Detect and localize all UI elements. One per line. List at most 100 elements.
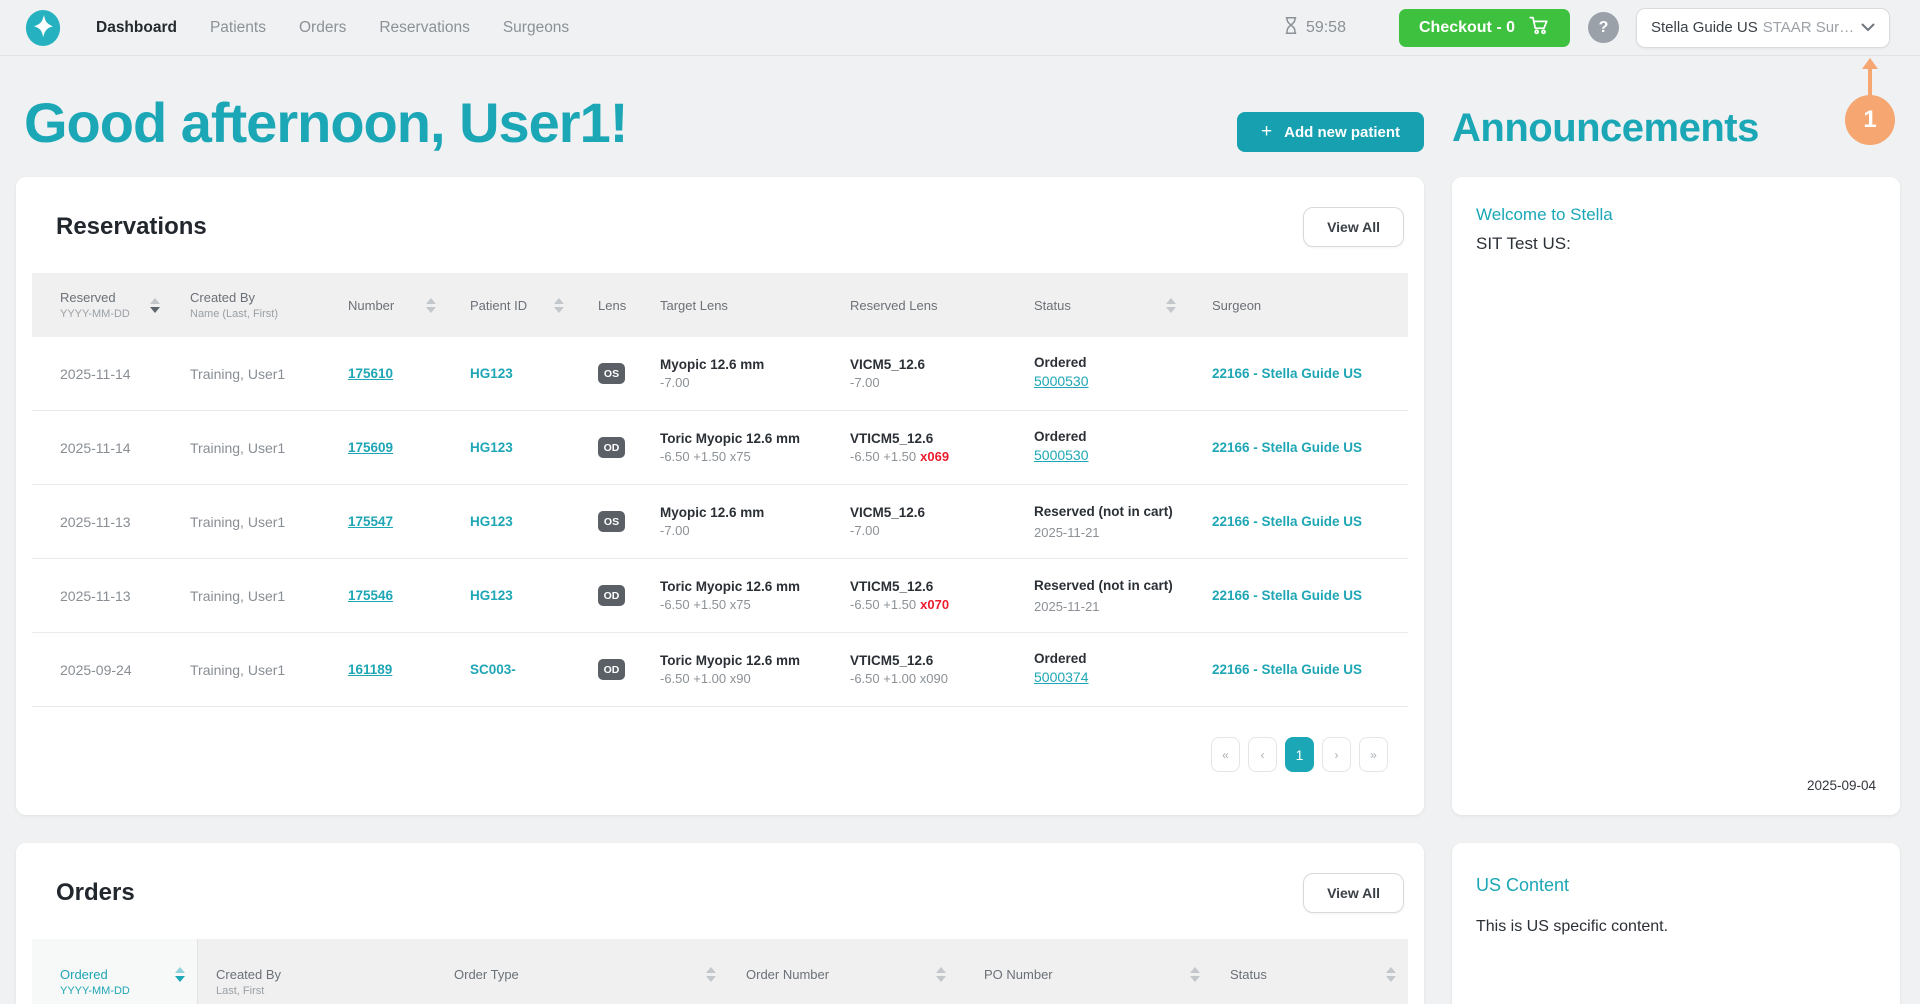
announcement-item-title[interactable]: Welcome to Stella (1476, 205, 1613, 224)
us-content-body: This is US specific content. (1476, 918, 1669, 935)
pagination-last-button[interactable]: » (1359, 737, 1388, 772)
reservations-table-header: Reserved YYYY-MM-DD Created By Name (Last,… (32, 273, 1408, 337)
orders-card: Orders View All Ordered YYYY-MM-DD Create… (16, 843, 1424, 1004)
target-lens-name: Toric Myopic 12.6 mm (660, 653, 801, 668)
sort-icon-reserved[interactable] (150, 297, 160, 313)
surgeon-link[interactable]: 22166 - Stella Guide US (1212, 440, 1363, 455)
checkout-button[interactable]: Checkout - 0 (1398, 8, 1570, 47)
reserved-date: 2025-11-13 (60, 587, 131, 604)
add-new-patient-button[interactable]: + Add new patient (1237, 112, 1424, 152)
orders-view-all-button[interactable]: View All (1303, 873, 1404, 913)
target-lens-detail: -7.00 (660, 523, 690, 538)
target-lens-name: Myopic 12.6 mm (660, 505, 765, 520)
reservation-row: 2025-11-14 Training, User1 175610 HG123 … (32, 337, 1408, 411)
status-label: Ordered (1034, 651, 1087, 666)
patient-id-link[interactable]: HG123 (470, 514, 513, 529)
created-by: Training, User1 (190, 365, 286, 382)
nav-surgeons[interactable]: Surgeons (502, 18, 570, 36)
announcement-date: 2025-09-04 (1806, 778, 1876, 793)
reservation-row: 2025-11-13 Training, User1 175546 HG123 … (32, 559, 1408, 633)
patient-id-link[interactable]: HG123 (470, 440, 513, 455)
tutorial-step-badge[interactable]: 1 (1845, 95, 1895, 145)
order-number-link[interactable]: 5000530 (1034, 447, 1089, 463)
surgeon-link[interactable]: 22166 - Stella Guide US (1212, 366, 1363, 381)
reservations-card: Reservations View All Reserved YYYY-MM-DD… (16, 177, 1424, 815)
sort-icon-patient-id[interactable] (554, 297, 564, 313)
pagination-first-button[interactable]: « (1211, 737, 1240, 772)
reservation-row: 2025-11-14 Training, User1 175609 HG123 … (32, 411, 1408, 485)
patient-id-link[interactable]: HG123 (470, 366, 513, 381)
status-date: 2025-11-21 (1034, 598, 1100, 614)
reservation-row: 2025-11-13 Training, User1 175547 HG123 … (32, 485, 1408, 559)
reservation-number-link[interactable]: 175609 (348, 440, 394, 455)
nav-dashboard[interactable]: Dashboard (96, 18, 177, 36)
us-content-title[interactable]: US Content (1476, 875, 1570, 895)
timer-value: 59:58 (1305, 18, 1346, 36)
account-org: STAAR Surgi... (1762, 19, 1856, 36)
nav-orders[interactable]: Orders (298, 18, 347, 36)
help-button[interactable]: ? (1588, 12, 1619, 43)
checkout-label: Checkout - 0 (1418, 18, 1515, 36)
reservation-number-link[interactable]: 175610 (348, 366, 394, 381)
staar-logo-icon[interactable] (24, 9, 62, 47)
chevron-down-icon (1861, 23, 1875, 32)
lens-eye-badge: OS (598, 511, 625, 532)
surgeon-link[interactable]: 22166 - Stella Guide US (1212, 588, 1363, 603)
announcement-item-body: SIT Test US: (1476, 234, 1571, 253)
status-label: Reserved (not in cart) (1034, 503, 1173, 519)
main-nav: Dashboard Patients Orders Reservations S… (96, 19, 569, 37)
reserved-lens-name: VICM5_12.6 (850, 505, 926, 520)
orders-title: Orders (56, 879, 135, 906)
announcements-title: Announcements (1452, 106, 1759, 150)
sort-icon-orders-status[interactable] (1386, 967, 1396, 982)
target-lens-name: Toric Myopic 12.6 mm (660, 579, 801, 594)
status-date: 2025-11-21 (1034, 524, 1100, 540)
nav-patients[interactable]: Patients (209, 18, 266, 36)
pagination-page-1-button[interactable]: 1 (1285, 737, 1314, 772)
patient-id-link[interactable]: HG123 (470, 588, 513, 603)
reserved-lens-name: VTICM5_12.6 (850, 653, 934, 668)
us-content-card: US Content This is US specific content. (1452, 843, 1900, 1004)
status-label: Reserved (not in cart) (1034, 577, 1173, 593)
account-selector[interactable]: Stella Guide US STAAR Surgi... (1636, 7, 1890, 48)
reservations-title: Reservations (56, 213, 207, 240)
reserved-date: 2025-11-13 (60, 513, 131, 530)
sort-icon-status[interactable] (1166, 297, 1176, 313)
target-lens-detail: -6.50 +1.00 x90 (660, 671, 751, 686)
pagination-next-button[interactable]: › (1322, 737, 1351, 772)
order-number-link[interactable]: 5000374 (1034, 669, 1089, 685)
reserved-lens-name: VICM5_12.6 (850, 357, 926, 372)
lens-eye-badge: OD (598, 585, 625, 606)
reservation-number-link[interactable]: 161189 (348, 662, 393, 677)
reserved-date: 2025-11-14 (60, 439, 131, 456)
topbar: Dashboard Patients Orders Reservations S… (0, 0, 1920, 56)
surgeon-link[interactable]: 22166 - Stella Guide US (1212, 662, 1363, 677)
reservation-number-link[interactable]: 175547 (348, 514, 394, 529)
pagination-prev-button[interactable]: ‹ (1248, 737, 1277, 772)
patient-id-link[interactable]: SC003- (470, 662, 516, 677)
sort-icon-order-type[interactable] (706, 967, 716, 982)
nav-reservations[interactable]: Reservations (379, 18, 470, 36)
sort-icon-number[interactable] (426, 297, 436, 313)
announcements-card: Welcome to Stella SIT Test US: 2025-09-0… (1452, 177, 1900, 815)
axis-value: x070 (920, 597, 950, 612)
pagination: « ‹ 1 › » (32, 737, 1388, 772)
cart-icon (1527, 14, 1550, 41)
surgeon-link[interactable]: 22166 - Stella Guide US (1212, 514, 1363, 529)
created-by: Training, User1 (190, 587, 286, 604)
reservation-number-link[interactable]: 175546 (348, 588, 394, 603)
axis-value: x069 (920, 449, 950, 464)
reserved-lens-name: VTICM5_12.6 (850, 579, 934, 594)
sort-icon-ordered[interactable] (175, 967, 185, 982)
created-by: Training, User1 (190, 661, 286, 678)
orders-table-header: Ordered YYYY-MM-DD Created By Last, First … (32, 939, 1408, 1004)
reservation-row: 2025-09-24 Training, User1 161189 SC003-… (32, 633, 1408, 707)
reserved-date: 2025-09-24 (60, 661, 132, 678)
target-lens-name: Myopic 12.6 mm (660, 357, 765, 372)
plus-icon: + (1261, 121, 1273, 142)
order-number-link[interactable]: 5000530 (1034, 373, 1089, 389)
sort-icon-order-number[interactable] (936, 967, 946, 982)
hourglass-icon (1284, 16, 1298, 40)
sort-icon-po-number[interactable] (1190, 967, 1200, 982)
reservations-view-all-button[interactable]: View All (1303, 207, 1404, 247)
